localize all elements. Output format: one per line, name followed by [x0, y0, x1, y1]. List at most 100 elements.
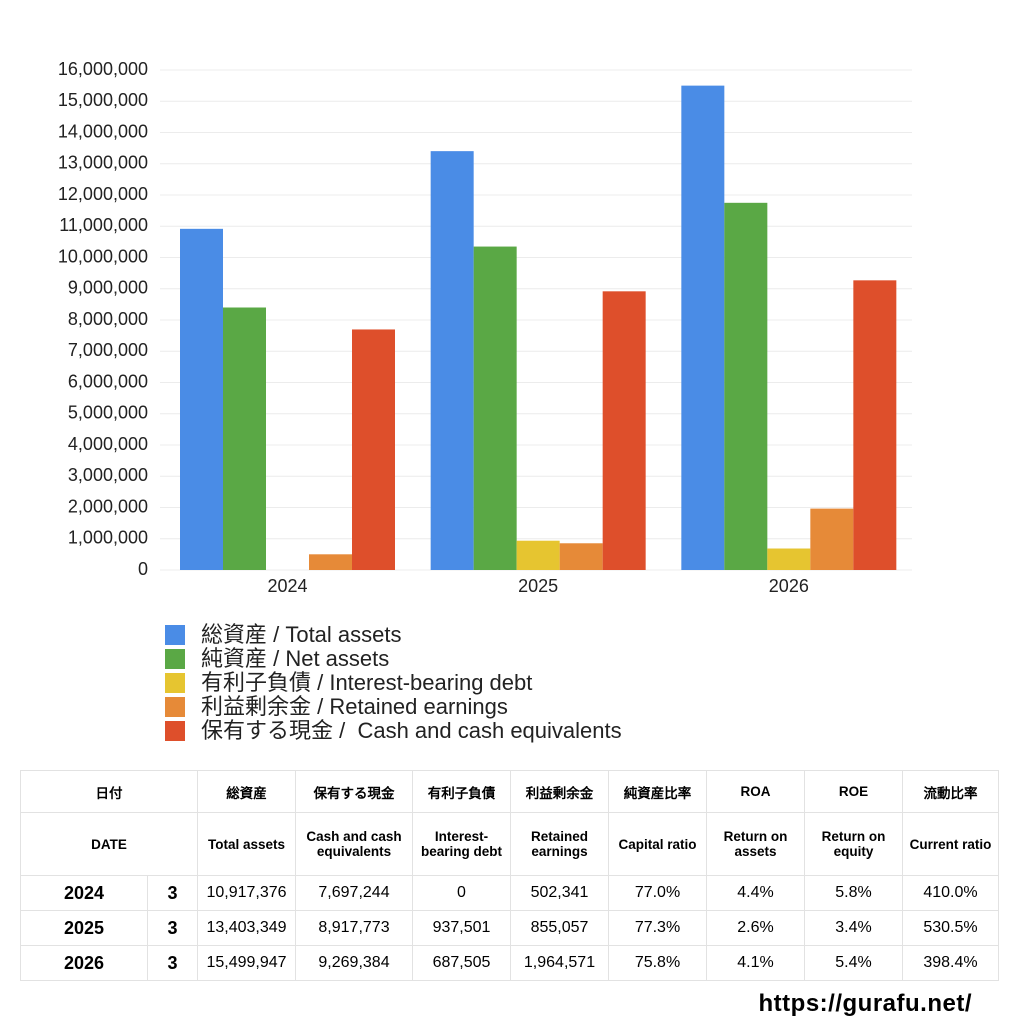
x-tick-label: 2026 — [769, 576, 809, 596]
table-cell: 3 — [147, 910, 198, 946]
legend-label: 総資産 / Total assets — [201, 622, 402, 647]
table-cell: 2.6% — [706, 910, 805, 946]
header-cell: ROA — [706, 770, 805, 813]
header-cell: Interest-bearing debt — [412, 812, 511, 876]
legend-label: 純資産 / Net assets — [201, 646, 389, 671]
table-cell: 4.1% — [706, 945, 805, 981]
table-cell: 410.0% — [902, 875, 999, 911]
table-cell: 15,499,947 — [197, 945, 296, 981]
chart: 0 1,000,000 2,000,000 3,000,000 4,000,000 5,0… — [58, 59, 912, 743]
x-tick-label: 2024 — [267, 576, 307, 596]
table-cell: 75.8% — [608, 945, 707, 981]
bar — [309, 554, 352, 570]
header-cell: DATE — [20, 812, 198, 876]
table-cell: 4.4% — [706, 875, 805, 911]
bar — [767, 548, 811, 570]
table-cell: 2025 — [20, 910, 148, 946]
header-cell: 総資産 — [197, 770, 296, 813]
y-tick-label: 13,000,000 — [58, 153, 148, 173]
y-tick-label: 16,000,000 — [58, 59, 148, 79]
header-cell: Capital ratio — [608, 812, 707, 876]
y-tick-label: 0 — [138, 559, 148, 579]
legend-label: 利益剰余金 / Retained earnings — [201, 694, 508, 719]
header-cell: 保有する現金 — [295, 770, 413, 813]
bar — [516, 540, 560, 570]
header-cell: Return on assets — [706, 812, 805, 876]
table-cell: 5.8% — [804, 875, 903, 911]
legend-swatch — [165, 721, 185, 741]
data-row: 2024 3 10,917,376 7,697,244 0 502,341 77.0% 4.4… — [20, 875, 999, 911]
header-cell: Current ratio — [902, 812, 999, 876]
data-table: 日付 総資産 保有する現金 有利子負債 利益剰余金 純資産比率 ROA ROE 流動比率 DATE… — [20, 770, 999, 981]
y-tick-label: 10,000,000 — [58, 246, 148, 266]
bar — [602, 291, 646, 570]
table-cell: 1,964,571 — [510, 945, 609, 981]
table-cell: 398.4% — [902, 945, 999, 981]
table-cell: 687,505 — [412, 945, 511, 981]
header-cell: ROE — [804, 770, 903, 813]
bar — [180, 228, 223, 570]
table-cell: 937,501 — [412, 910, 511, 946]
bar — [681, 85, 725, 571]
table-cell: 3.4% — [804, 910, 903, 946]
legend-swatch — [165, 649, 185, 669]
y-tick-label: 3,000,000 — [68, 465, 148, 485]
x-tick-label: 2025 — [518, 576, 558, 596]
legend-swatch — [165, 625, 185, 645]
table-cell: 5.4% — [804, 945, 903, 981]
header-cell: Retained earnings — [510, 812, 609, 876]
data-row: 2026 3 15,499,947 9,269,384 687,505 1,964,571… — [20, 945, 999, 981]
footer-url: https://gurafu.net/ — [758, 990, 972, 1017]
y-tick-label: 8,000,000 — [68, 309, 148, 329]
table-cell: 855,057 — [510, 910, 609, 946]
table-cell: 77.0% — [608, 875, 707, 911]
header-cell: 流動比率 — [902, 770, 999, 813]
header-cell: Return on equity — [804, 812, 903, 876]
bar — [724, 202, 768, 570]
bar — [473, 246, 517, 570]
data-row: 2025 3 13,403,349 8,917,773 937,501 855,057 77… — [20, 910, 999, 946]
table-cell: 0 — [412, 875, 511, 911]
header-row: 日付 総資産 保有する現金 有利子負債 利益剰余金 純資産比率 ROA ROE 流動比率 — [20, 770, 999, 813]
bar — [352, 329, 395, 570]
y-tick-label: 14,000,000 — [58, 121, 148, 141]
table-cell: 13,403,349 — [197, 910, 296, 946]
header-cell: 利益剰余金 — [510, 770, 609, 813]
table-cell: 77.3% — [608, 910, 707, 946]
table-cell: 8,917,773 — [295, 910, 413, 946]
legend-swatch — [165, 697, 185, 717]
bar — [223, 307, 266, 570]
table-cell: 530.5% — [902, 910, 999, 946]
y-tick-label: 4,000,000 — [68, 434, 148, 454]
y-tick-label: 6,000,000 — [68, 371, 148, 391]
legend-label: 有利子負債 / Interest-bearing debt — [201, 670, 532, 695]
y-tick-label: 5,000,000 — [68, 403, 148, 423]
bar — [853, 280, 897, 570]
table-cell: 9,269,384 — [295, 945, 413, 981]
y-tick-label: 15,000,000 — [58, 90, 148, 110]
y-tick-label: 12,000,000 — [58, 184, 148, 204]
y-tick-label: 9,000,000 — [68, 278, 148, 298]
y-tick-label: 11,000,000 — [59, 215, 148, 235]
header-cell: Cash and cash equivalents — [295, 812, 413, 876]
table-cell: 3 — [147, 945, 198, 981]
y-tick-label: 1,000,000 — [68, 528, 148, 548]
header-cell: 有利子負債 — [412, 770, 511, 813]
table-cell: 7,697,244 — [295, 875, 413, 911]
table-cell: 2026 — [20, 945, 148, 981]
table-cell: 10,917,376 — [197, 875, 296, 911]
bar — [810, 508, 854, 570]
header-cell: 日付 — [20, 770, 198, 813]
table-cell: 2024 — [20, 875, 148, 911]
table-cell: 502,341 — [510, 875, 609, 911]
legend-swatch — [165, 673, 185, 693]
y-tick-label: 7,000,000 — [68, 340, 148, 360]
header-cell: Total assets — [197, 812, 296, 876]
y-tick-label: 2,000,000 — [68, 496, 148, 516]
table-cell: 3 — [147, 875, 198, 911]
header-row: DATE Total assets Cash and cash equivalent… — [20, 812, 999, 876]
bar — [559, 543, 603, 570]
header-cell: 純資産比率 — [608, 770, 707, 813]
legend-label: 保有する現金 / Cash and cash equivalents — [201, 718, 622, 743]
